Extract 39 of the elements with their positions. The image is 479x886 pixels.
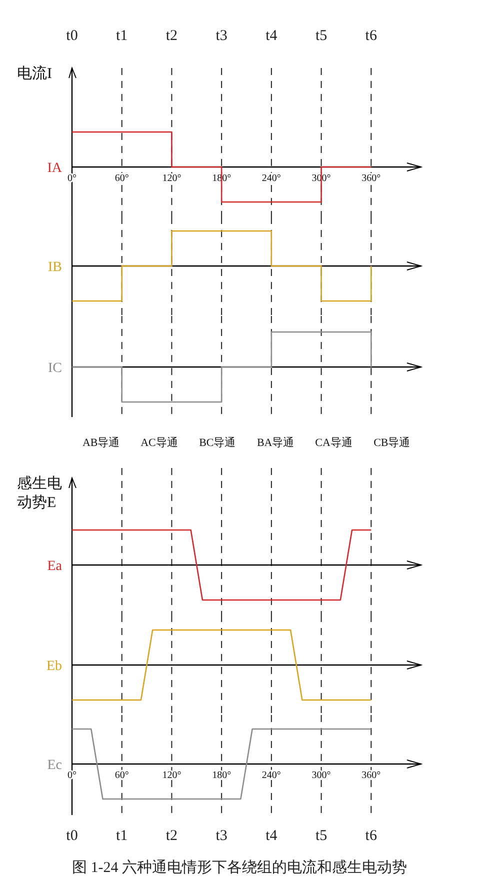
- text: IA: [47, 161, 63, 176]
- text: BA导通: [256, 436, 294, 449]
- ref-line-label: t3: [216, 28, 228, 44]
- x-tick-label: 360°: [362, 173, 381, 184]
- x-tick-label: 120°: [162, 173, 182, 184]
- ref-line-label: t6: [365, 828, 378, 844]
- x-tick-label: 300°: [312, 770, 331, 781]
- text: AB导通: [82, 436, 120, 449]
- x-tick-label: 240°: [262, 173, 281, 184]
- caption: 图 1-24 六种通电情形下各绕组的电流和感生电动势: [72, 859, 407, 876]
- y-axis-title: 电流I: [17, 65, 52, 82]
- ref-line-label: t2: [166, 28, 178, 44]
- text: AC导通: [140, 436, 178, 449]
- text: BC导通: [199, 436, 236, 449]
- series-label: IC: [48, 361, 62, 376]
- x-tick-label: 120°: [162, 770, 182, 781]
- ref-line-label: t5: [315, 28, 328, 44]
- ref-line-label: t5: [315, 828, 328, 844]
- x-tick-label: 60°: [114, 770, 129, 781]
- text: CB导通: [374, 436, 410, 449]
- ref-line-label: t2: [166, 828, 178, 844]
- x-tick-label: 360°: [362, 770, 381, 781]
- text: CA导通: [315, 436, 352, 449]
- ref-line-label: t4: [266, 28, 278, 44]
- x-tick-label: 240°: [262, 770, 281, 781]
- y-axis-title: 感生电动势E: [17, 475, 62, 511]
- ref-line-label: t3: [216, 828, 228, 844]
- ref-line-label: t1: [116, 28, 128, 44]
- series-label: Eb: [46, 659, 62, 674]
- ref-line-label: t0: [66, 828, 78, 844]
- ref-line-label: t4: [266, 828, 278, 844]
- ref-line-label: t1: [116, 828, 128, 844]
- text: Ec: [47, 758, 62, 773]
- x-tick-label: 180°: [212, 770, 232, 781]
- ref-line-label: t0: [66, 28, 78, 44]
- ref-line-label: t6: [365, 28, 378, 44]
- text: Ea: [47, 559, 63, 574]
- series-label: IB: [48, 260, 62, 275]
- x-tick-label: 60°: [114, 173, 129, 184]
